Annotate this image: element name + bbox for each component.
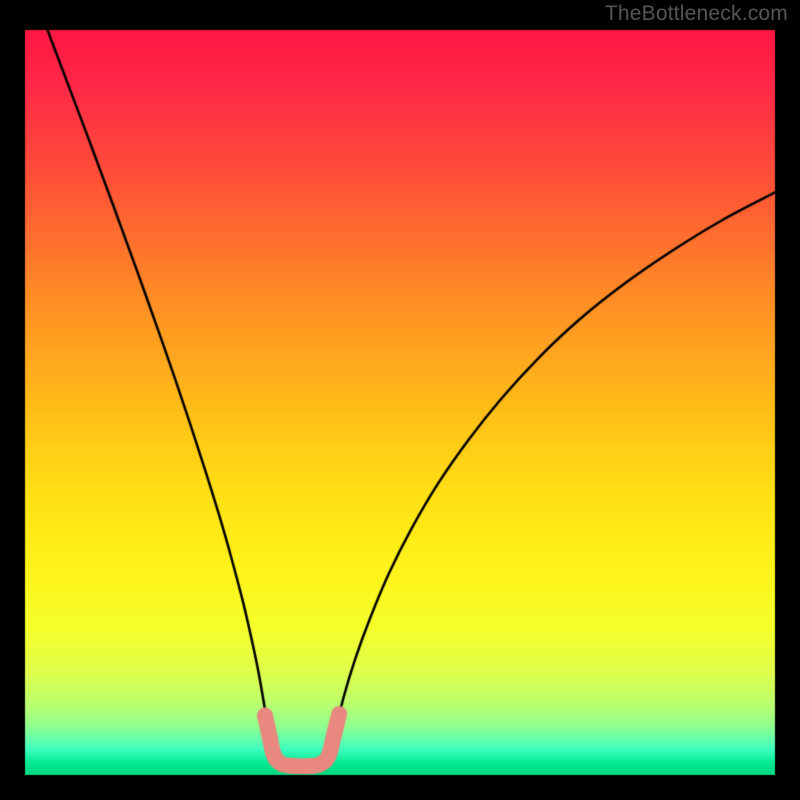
bottleneck-curve-chart xyxy=(0,0,800,800)
